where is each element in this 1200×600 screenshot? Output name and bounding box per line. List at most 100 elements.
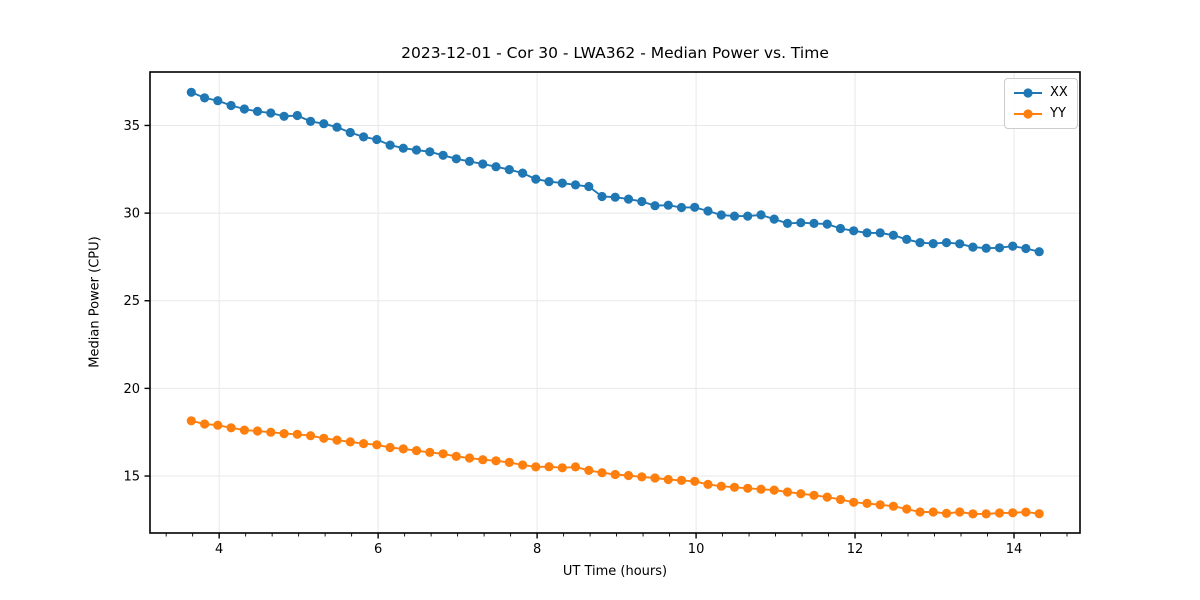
data-point <box>266 108 276 118</box>
x-axis-ticks: 4 6 8 10 12 14 <box>215 533 1022 557</box>
x-tick-label: 12 <box>847 542 864 557</box>
y-axis-ticks: 15 20 25 30 35 <box>123 119 150 485</box>
data-point <box>650 473 660 483</box>
x-tick-label: 10 <box>688 542 705 557</box>
data-point <box>610 192 620 202</box>
data-point <box>292 110 302 121</box>
y-tick-label: 15 <box>123 470 140 485</box>
data-point <box>491 162 501 172</box>
data-point <box>862 228 872 238</box>
data-point <box>994 508 1005 518</box>
data-point <box>955 239 965 249</box>
data-point <box>398 143 408 153</box>
data-point <box>425 147 435 157</box>
data-point <box>716 481 726 491</box>
legend-entry-yy: YY <box>1013 104 1068 124</box>
series-YY <box>186 416 1044 519</box>
y-tick-label: 25 <box>123 294 140 309</box>
y-tick-label: 35 <box>123 119 140 134</box>
data-point <box>518 168 528 178</box>
data-point <box>319 433 329 443</box>
data-point <box>769 485 779 495</box>
data-point <box>570 180 581 190</box>
data-point <box>200 419 210 429</box>
data-point <box>186 87 196 97</box>
x-axis-label: UT Time (hours) <box>562 564 668 579</box>
x-minor-ticks <box>165 533 1068 537</box>
data-point <box>478 159 488 169</box>
data-point <box>1034 509 1044 519</box>
data-point <box>610 469 620 480</box>
data-point <box>623 194 634 204</box>
data-point <box>994 243 1005 253</box>
legend-label: YY <box>1050 106 1066 121</box>
data-point <box>186 416 196 426</box>
data-point <box>676 202 687 213</box>
data-point <box>941 508 952 518</box>
data-point <box>1008 241 1018 251</box>
data-point <box>822 219 832 229</box>
data-point <box>835 223 846 234</box>
data-point <box>385 442 395 453</box>
data-point <box>570 462 581 472</box>
data-point <box>782 487 793 497</box>
plot-frame <box>149 71 1081 534</box>
data-point <box>796 218 806 228</box>
data-point <box>306 116 316 126</box>
data-point <box>266 427 276 437</box>
data-point <box>425 447 435 457</box>
data-point <box>332 122 342 132</box>
x-tick-label: 14 <box>1006 542 1023 557</box>
data-point <box>769 214 779 224</box>
data-point <box>478 455 488 465</box>
data-point <box>888 501 899 511</box>
data-point <box>319 119 329 129</box>
data-point <box>504 457 514 467</box>
data-point <box>306 431 316 441</box>
data-point <box>875 228 885 238</box>
data-point <box>531 462 541 472</box>
data-point <box>676 475 687 485</box>
data-point <box>690 202 700 212</box>
y-tick-label: 20 <box>123 382 140 397</box>
data-point <box>411 446 422 456</box>
data-point <box>239 425 249 435</box>
legend-label: XX <box>1050 85 1068 100</box>
data-point <box>955 507 965 517</box>
data-point <box>200 93 210 103</box>
data-point <box>809 490 819 500</box>
data-point <box>584 465 594 475</box>
chart-title: 2023-12-01 - Cor 30 - LWA362 - Median Po… <box>401 44 829 62</box>
data-point <box>213 420 223 430</box>
data-point <box>557 463 567 473</box>
data-point <box>332 435 342 445</box>
gridlines <box>150 72 1080 533</box>
data-point <box>703 206 713 216</box>
data-point <box>729 482 740 492</box>
data-point <box>544 177 554 187</box>
x-tick-label: 8 <box>533 542 541 557</box>
data-point <box>902 504 912 514</box>
data-point <box>226 100 236 111</box>
data-point <box>359 439 369 449</box>
data-point <box>849 226 859 236</box>
data-point <box>981 243 991 253</box>
data-point <box>597 468 607 478</box>
data-point <box>716 210 726 220</box>
data-point <box>557 178 567 188</box>
data-point <box>385 140 395 150</box>
data-point <box>637 196 647 207</box>
data-point <box>292 429 302 439</box>
data-point <box>372 440 382 450</box>
data-point <box>464 156 475 166</box>
data-point <box>756 484 766 494</box>
data-point <box>1008 508 1018 518</box>
data-point <box>438 449 448 459</box>
data-point <box>902 234 912 244</box>
data-point <box>981 509 991 519</box>
data-point <box>915 507 925 517</box>
data-point <box>862 498 872 508</box>
data-point <box>411 145 422 155</box>
